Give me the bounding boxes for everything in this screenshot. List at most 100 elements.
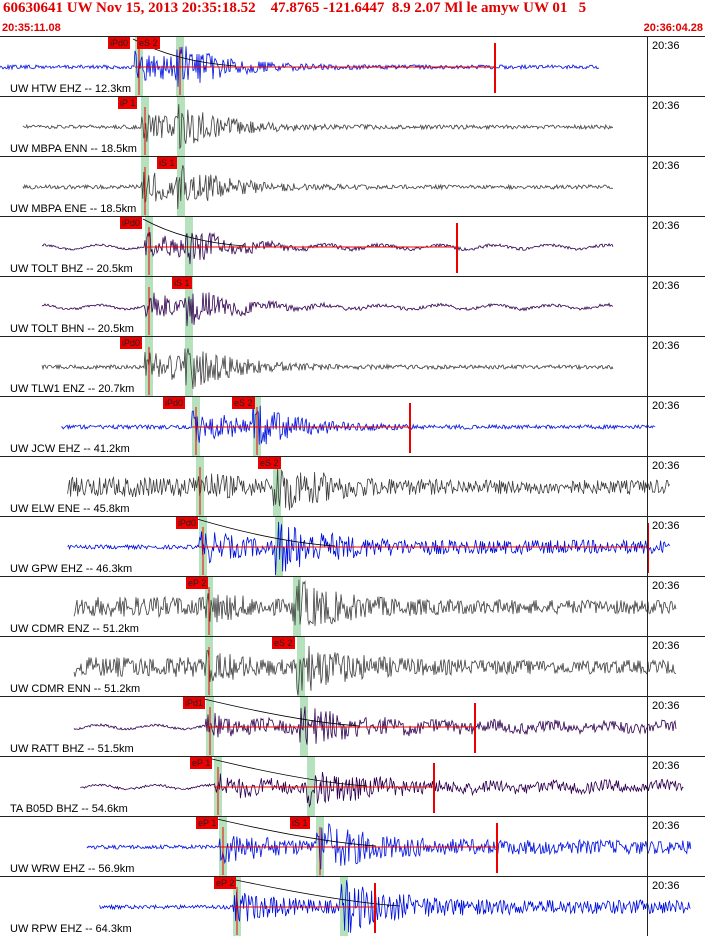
waveform-path	[80, 771, 684, 808]
coda-envelope	[203, 698, 361, 727]
time-marker-line	[647, 757, 648, 816]
phase-pick-label[interactable]: iPd0	[108, 37, 131, 49]
waveform-path	[0, 46, 600, 87]
time-marker-line	[647, 97, 648, 156]
time-marker-line	[647, 397, 648, 456]
waveform-path	[86, 823, 692, 870]
time-marker-line	[647, 457, 648, 516]
seismogram-panel[interactable]: iS 1 20:36 UW TOLT BHN -- 20.5km	[0, 276, 705, 336]
time-marker-line	[647, 157, 648, 216]
phase-pick-label[interactable]: eP 2	[214, 877, 237, 889]
waveform-trace	[86, 818, 692, 875]
seismogram-panel[interactable]: eP 1 iS 1 20:36 UW WRW EHZ -- 56.9km	[0, 816, 705, 876]
seismogram-panel[interactable]: iP 1 20:36 UW MBPA ENN -- 18.5km	[0, 96, 705, 156]
phase-pick-label[interactable]: iPd0	[120, 217, 143, 229]
waveform-path	[67, 467, 670, 511]
panel-time-label: 20:36	[652, 220, 680, 232]
phase-window-band	[185, 337, 193, 396]
station-label: UW JCW EHZ -- 41.2km	[10, 443, 130, 455]
panel-time-label: 20:36	[652, 40, 680, 52]
start-time: 20:35:11.08	[2, 22, 61, 34]
phase-pick-label[interactable]: eS 2	[137, 37, 160, 49]
panel-time-label: 20:36	[652, 820, 680, 832]
panel-time-label: 20:36	[652, 400, 680, 412]
waveform-path	[67, 521, 670, 576]
coda-envelope	[230, 878, 401, 907]
station-label: UW TLW1 ENZ -- 20.7km	[10, 383, 135, 395]
waveform-path	[22, 165, 614, 210]
waveform-path	[73, 645, 677, 696]
phase-window-band	[185, 277, 193, 336]
time-marker-line	[647, 217, 648, 276]
panel-time-label: 20:36	[652, 880, 680, 892]
seismogram-panel[interactable]: eP 2 20:36 UW CDMR ENZ -- 51.2km	[0, 576, 705, 636]
event-title: 60630641 UW Nov 15, 2013 20:35:18.52 47.…	[3, 0, 587, 16]
seismogram-panel[interactable]: eS 2 20:36 UW CDMR ENN -- 51.2km	[0, 636, 705, 696]
waveform-trace	[67, 518, 670, 576]
coda-envelope	[211, 758, 368, 787]
phase-pick-label[interactable]: iPd0	[120, 337, 143, 349]
seismogram-panel[interactable]: iS 1 20:36 UW MBPA ENE -- 18.5km	[0, 156, 705, 216]
seismogram-panel[interactable]: iPd0 20:36 UW TOLT BHZ -- 20.5km	[0, 216, 705, 276]
seismogram-panel[interactable]: iPd0 20:36 UW TLW1 ENZ -- 20.7km	[0, 336, 705, 396]
coda-envelope	[216, 818, 377, 847]
time-marker-line	[647, 337, 648, 396]
seismogram-panel[interactable]: eP 1 20:36 TA B05D BHZ -- 54.6km	[0, 756, 705, 816]
panel-time-label: 20:36	[652, 700, 680, 712]
waveform-path	[73, 706, 677, 745]
phase-pick-label[interactable]: eP 1	[196, 817, 219, 829]
panel-time-label: 20:36	[652, 520, 680, 532]
time-marker-line	[647, 697, 648, 756]
seismogram-panel[interactable]: iPd1 20:36 UW RATT BHZ -- 51.5km	[0, 696, 705, 756]
phase-pick-label[interactable]: eS 2	[272, 637, 295, 649]
seismogram-panel[interactable]: iPd0 eS 2 20:36 UW HTW EHZ -- 12.3km	[0, 36, 705, 96]
panel-time-label: 20:36	[652, 340, 680, 352]
panel-time-label: 20:36	[652, 640, 680, 652]
phase-pick-label[interactable]: iPd0	[176, 517, 199, 529]
time-marker-line	[647, 517, 648, 576]
phase-pick-label[interactable]: eS 2	[232, 397, 255, 409]
seismogram-panel[interactable]: iPd0 eS 2 20:36 UW JCW EHZ -- 41.2km	[0, 396, 705, 456]
end-time: 20:36:04.28	[643, 22, 703, 34]
event-header: 60630641 UW Nov 15, 2013 20:35:18.52 47.…	[0, 0, 705, 36]
time-marker-line	[647, 277, 648, 336]
station-label: UW GPW EHZ -- 46.3km	[10, 563, 133, 575]
phase-pick-label[interactable]: iS 1	[157, 157, 177, 169]
phase-pick-label[interactable]: eS 2	[258, 457, 281, 469]
waveform-path	[41, 292, 614, 327]
station-label: UW MBPA ENE -- 18.5km	[10, 203, 137, 215]
waveform-path	[22, 104, 614, 150]
station-label: TA B05D BHZ -- 54.6km	[10, 803, 128, 815]
waveform-path	[61, 401, 656, 445]
station-label: UW TOLT BHZ -- 20.5km	[10, 263, 133, 275]
panel-time-label: 20:36	[652, 580, 680, 592]
phase-pick-label[interactable]: iS 1	[290, 817, 310, 829]
waveform-trace	[22, 104, 614, 155]
coda-envelope	[196, 518, 336, 547]
panel-time-label: 20:36	[652, 760, 680, 772]
time-marker-line	[647, 877, 648, 936]
waveform-trace	[41, 218, 614, 275]
station-label: UW RPW EHZ -- 64.3km	[10, 923, 132, 935]
station-label: UW CDMR ENZ -- 51.2km	[10, 623, 139, 635]
waveform-trace	[73, 645, 677, 696]
waveform-trace	[73, 579, 677, 635]
time-marker-line	[647, 37, 648, 96]
phase-pick-label[interactable]: iP 1	[118, 97, 138, 109]
phase-pick-label[interactable]: iPd1	[183, 697, 206, 709]
waveform-path	[41, 348, 614, 389]
seismogram-panel[interactable]: iPd0 20:36 UW GPW EHZ -- 46.3km	[0, 516, 705, 576]
waveform-trace	[80, 758, 684, 815]
phase-pick-label[interactable]: iPd0	[163, 397, 186, 409]
phase-pick-label[interactable]: iS 1	[172, 277, 192, 289]
time-marker-line	[647, 637, 648, 696]
phase-pick-label[interactable]: eP 1	[190, 757, 213, 769]
seismogram-panel[interactable]: eS 2 20:36 UW ELW ENE -- 45.8km	[0, 456, 705, 516]
panel-time-label: 20:36	[652, 100, 680, 112]
seismogram-panel[interactable]: eP 2 20:36 UW RPW EHZ -- 64.3km	[0, 876, 705, 936]
station-label: UW MBPA ENN -- 18.5km	[10, 143, 137, 155]
station-label: UW TOLT BHN -- 20.5km	[10, 323, 134, 335]
waveform-trace	[73, 698, 677, 755]
phase-pick-label[interactable]: eP 2	[186, 577, 209, 589]
station-label: UW CDMR ENN -- 51.2km	[10, 683, 141, 695]
